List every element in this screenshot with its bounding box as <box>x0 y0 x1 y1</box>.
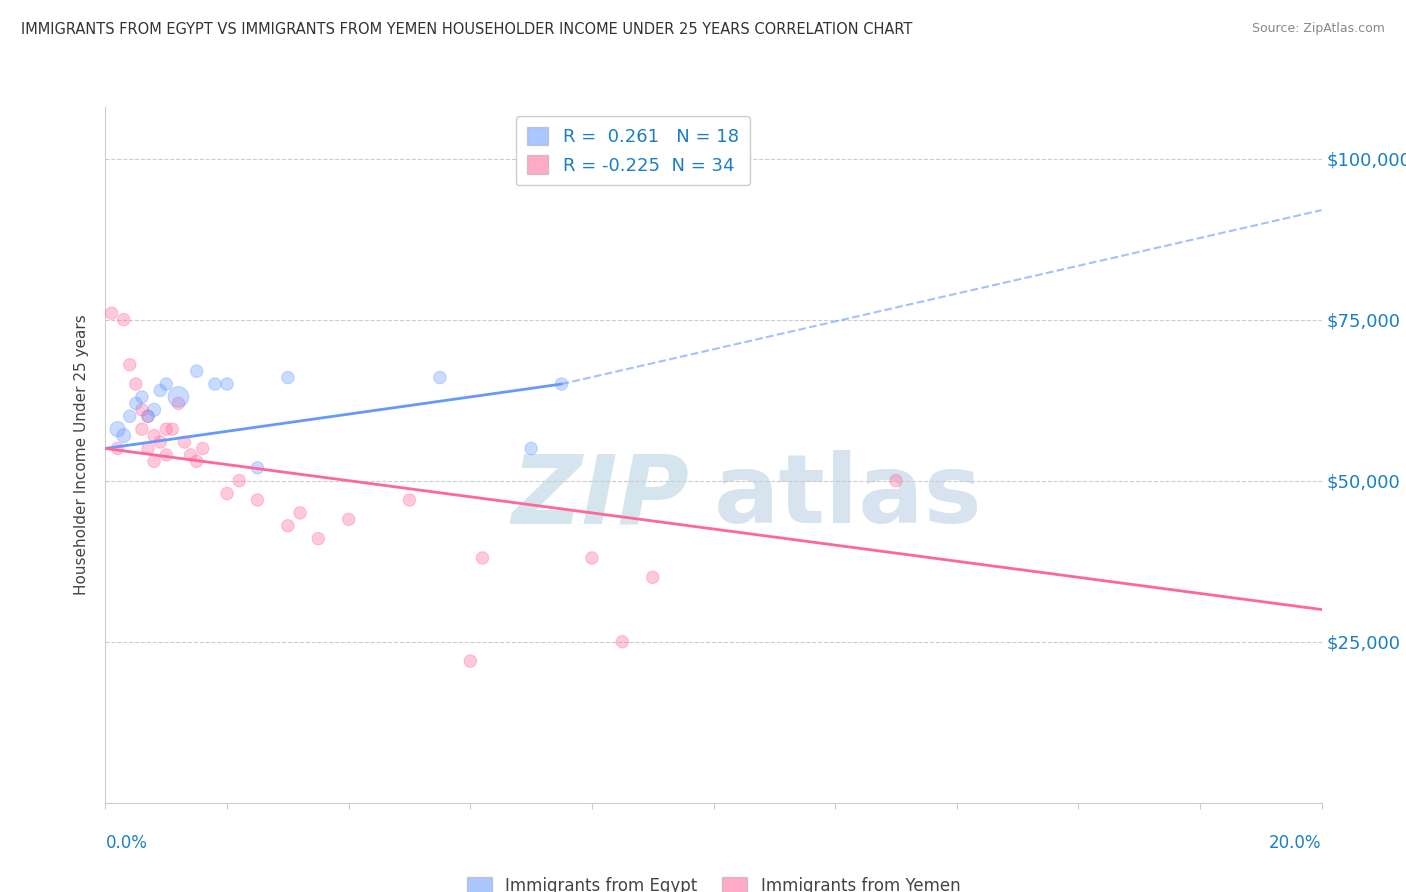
Point <box>337 512 360 526</box>
Point <box>228 474 250 488</box>
Point <box>191 442 214 456</box>
Text: 20.0%: 20.0% <box>1270 834 1322 852</box>
Text: ZIP: ZIP <box>512 450 689 543</box>
Point <box>149 435 172 450</box>
Point <box>131 402 153 417</box>
Text: IMMIGRANTS FROM EGYPT VS IMMIGRANTS FROM YEMEN HOUSEHOLDER INCOME UNDER 25 YEARS: IMMIGRANTS FROM EGYPT VS IMMIGRANTS FROM… <box>21 22 912 37</box>
Point <box>173 435 195 450</box>
Point <box>471 551 494 566</box>
Point <box>458 654 481 668</box>
Point <box>641 570 664 584</box>
Point <box>162 422 184 436</box>
Point <box>186 364 208 378</box>
Point <box>136 409 159 424</box>
Point <box>143 428 166 442</box>
Point <box>155 448 177 462</box>
Point <box>143 454 166 468</box>
Point <box>884 474 907 488</box>
Point <box>167 390 190 404</box>
Point <box>131 422 153 436</box>
Point <box>112 428 135 442</box>
Text: Source: ZipAtlas.com: Source: ZipAtlas.com <box>1251 22 1385 36</box>
Point <box>107 442 129 456</box>
Point <box>612 634 634 648</box>
Point <box>277 370 299 384</box>
Point <box>217 377 239 392</box>
Y-axis label: Householder Income Under 25 years: Householder Income Under 25 years <box>75 315 90 595</box>
Text: 0.0%: 0.0% <box>105 834 148 852</box>
Point <box>143 402 166 417</box>
Point <box>307 532 329 546</box>
Point <box>131 390 153 404</box>
Point <box>136 442 159 456</box>
Point <box>550 377 572 392</box>
Point <box>112 312 135 326</box>
Point <box>429 370 451 384</box>
Point <box>155 377 177 392</box>
Point <box>186 454 208 468</box>
Point <box>149 384 172 398</box>
Point <box>180 448 202 462</box>
Point <box>520 442 543 456</box>
Point <box>246 493 269 508</box>
Point <box>398 493 420 508</box>
Point <box>118 409 141 424</box>
Point <box>118 358 141 372</box>
Point <box>246 460 269 475</box>
Point <box>277 518 299 533</box>
Point <box>107 422 129 436</box>
Point <box>167 396 190 410</box>
Point <box>288 506 311 520</box>
Point <box>217 486 239 500</box>
Point <box>125 377 148 392</box>
Point <box>581 551 603 566</box>
Point <box>155 422 177 436</box>
Point <box>204 377 226 392</box>
Point <box>125 396 148 410</box>
Point <box>100 306 122 320</box>
Point <box>136 409 159 424</box>
Text: atlas: atlas <box>713 450 983 543</box>
Legend: Immigrants from Egypt, Immigrants from Yemen: Immigrants from Egypt, Immigrants from Y… <box>460 871 967 892</box>
